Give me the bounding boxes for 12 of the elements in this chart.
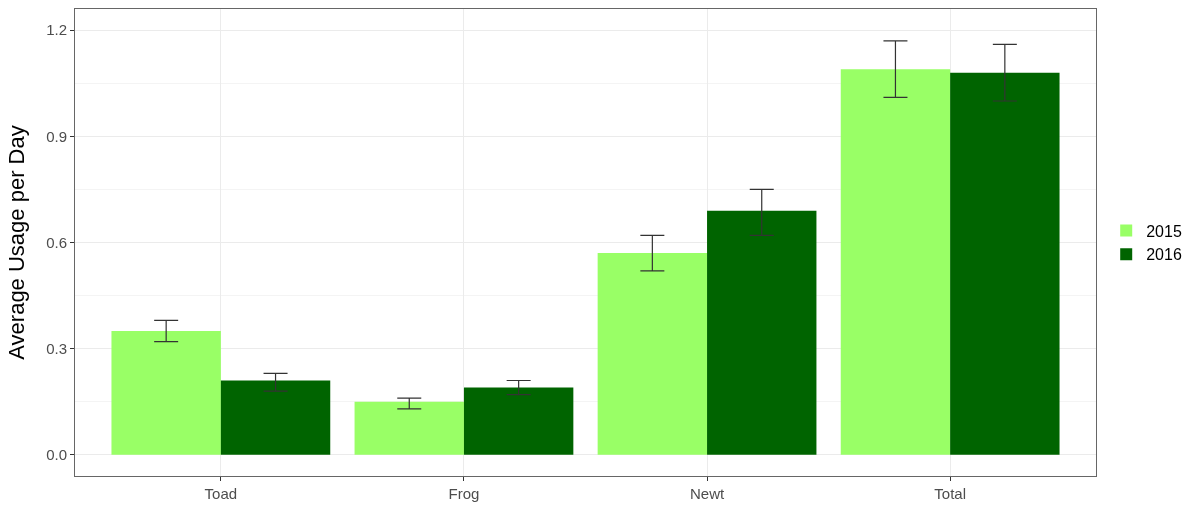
x-tick-label: Newt bbox=[689, 485, 725, 502]
x-tick-label: Toad bbox=[204, 485, 238, 502]
y-tick-label: 0.6 bbox=[46, 233, 67, 251]
y-tick-label: 0.3 bbox=[46, 339, 67, 357]
y-tick-label: 1.2 bbox=[46, 21, 67, 39]
y-tick-label: 0.0 bbox=[46, 446, 67, 464]
legend-label: 2015 bbox=[1146, 222, 1182, 240]
x-tick-label: Total bbox=[934, 485, 966, 502]
legend-label: 2016 bbox=[1146, 246, 1182, 264]
y-tick-label: 0.9 bbox=[46, 127, 67, 145]
y-axis-title: Average Usage per Day bbox=[3, 125, 29, 360]
x-tick-label: Frog bbox=[448, 485, 480, 502]
